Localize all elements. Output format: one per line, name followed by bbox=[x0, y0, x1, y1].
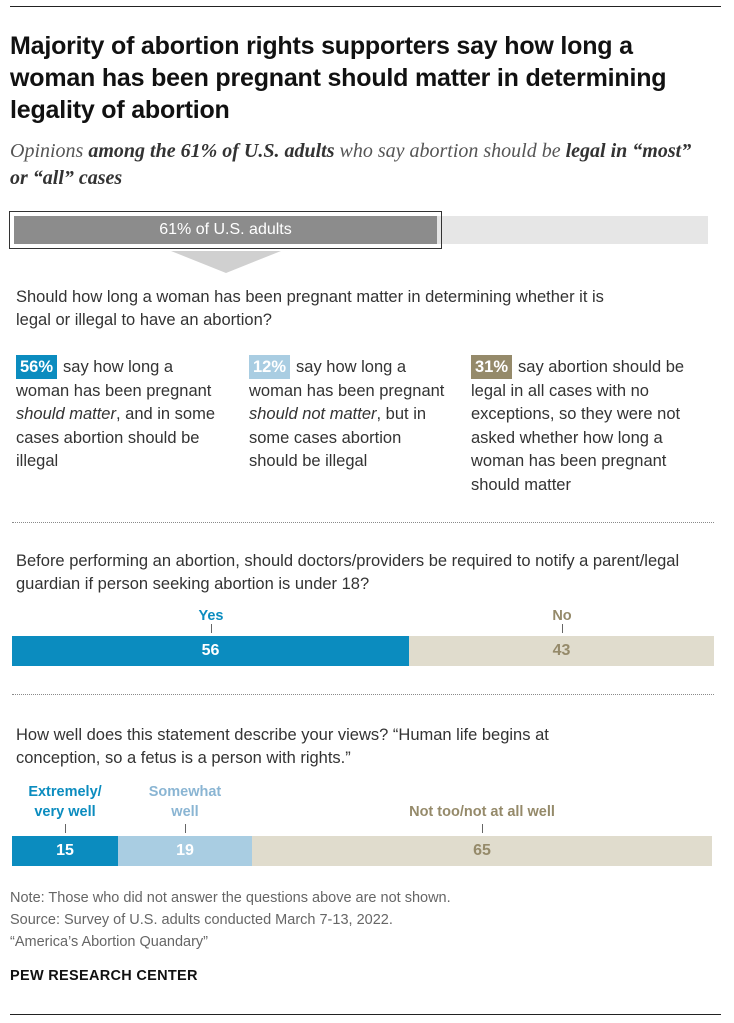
answer-should-not-matter-text-end: , but in some cases abortion should be i… bbox=[249, 405, 427, 470]
chart-subtitle: Opinions among the 61% of U.S. adults wh… bbox=[10, 138, 710, 192]
bar-segment-not-too-not-at-all-well bbox=[252, 836, 712, 866]
answer-should-matter-text-end: , and in some cases abortion should be i… bbox=[16, 405, 216, 470]
category-tick-not-too-not-at-all-well bbox=[482, 824, 483, 833]
bar-value-somewhat-well: 19 bbox=[176, 842, 194, 859]
bar-segment-extremely-very-well bbox=[12, 836, 118, 866]
category-tick-somewhat-well bbox=[185, 824, 186, 833]
bar-value-no: 43 bbox=[552, 642, 571, 659]
section-divider-1 bbox=[12, 522, 714, 523]
bar-segment-somewhat-well bbox=[118, 836, 252, 866]
answer-no-exceptions: 31% say abortion should be legal in all c… bbox=[471, 355, 716, 497]
top-rule bbox=[10, 6, 721, 7]
source-text: Source: Survey of U.S. adults conducted … bbox=[10, 912, 393, 928]
report-title: “America’s Abortion Quandary” bbox=[10, 934, 208, 950]
pew-logo-text: PEW RESEARCH CENTER bbox=[10, 968, 198, 984]
share-bar-fill bbox=[14, 216, 437, 244]
category-tick-extremely-very-well bbox=[65, 824, 66, 833]
share-bar-frame bbox=[9, 211, 442, 249]
answer-should-not-matter-emphasis: should not matter bbox=[249, 405, 377, 423]
answer-no-exceptions-text: say abortion should be legal in all case… bbox=[471, 358, 685, 494]
answer-should-matter: 56% say how long a woman has been pregnan… bbox=[16, 355, 226, 474]
badge-no-exceptions: 31% bbox=[471, 355, 513, 379]
bar-segment-yes bbox=[12, 636, 409, 666]
question-parental-notification: Before performing an abortion, should do… bbox=[16, 552, 680, 593]
badge-should-matter: 56% bbox=[16, 355, 58, 379]
category-label-no: No bbox=[552, 608, 572, 624]
badge-should-not-matter: 12% bbox=[249, 355, 291, 379]
subtitle-bold-1: among the 61% of U.S. adults bbox=[88, 140, 335, 162]
bar-value-not-too-not-at-all-well: 65 bbox=[473, 842, 491, 859]
answer-should-matter-emphasis: should matter bbox=[16, 405, 116, 423]
chart-title: Majority of abortion rights supporters s… bbox=[10, 32, 667, 124]
bar-segment-no bbox=[409, 636, 714, 666]
question-pregnancy-matter: Should how long a woman has been pregnan… bbox=[16, 288, 604, 329]
subtitle-part-1: Opinions bbox=[10, 140, 89, 162]
subtitle-bold-2: legal in “most” or “all” cases bbox=[10, 140, 692, 189]
share-pointer-triangle bbox=[171, 251, 281, 273]
section-divider-2 bbox=[12, 694, 714, 695]
answer-should-not-matter: 12% say how long a woman has been pregnan… bbox=[249, 355, 449, 474]
parental-notification-chart: Yes 56 No 43 bbox=[12, 606, 714, 666]
category-label-extremely-very-well: Extremely/ very well bbox=[28, 784, 102, 820]
answer-should-matter-text: say how long a woman has been pregnant bbox=[16, 358, 212, 400]
subtitle-part-2: who say abortion should be bbox=[334, 140, 566, 162]
bottom-rule bbox=[10, 1014, 721, 1015]
category-tick-no bbox=[562, 624, 563, 633]
category-label-yes: Yes bbox=[198, 608, 224, 624]
category-label-not-too-not-at-all-well: Not too/not at all well bbox=[409, 804, 555, 820]
question-life-begins: How well does this statement describe yo… bbox=[16, 726, 549, 767]
note-text: Note: Those who did not answer the quest… bbox=[10, 890, 451, 906]
category-tick-yes bbox=[211, 624, 212, 633]
life-begins-chart: Extremely/ very well 15 Somewhat well 19 Not… bbox=[12, 780, 712, 866]
bar-value-yes: 56 bbox=[201, 642, 220, 659]
category-label-somewhat-well: Somewhat well bbox=[148, 784, 222, 820]
bar-value-extremely-very-well: 15 bbox=[56, 842, 74, 859]
answer-should-not-matter-text: say how long a woman has been pregnant bbox=[249, 358, 445, 400]
share-bar-label: 61% of U.S. adults bbox=[159, 221, 292, 238]
